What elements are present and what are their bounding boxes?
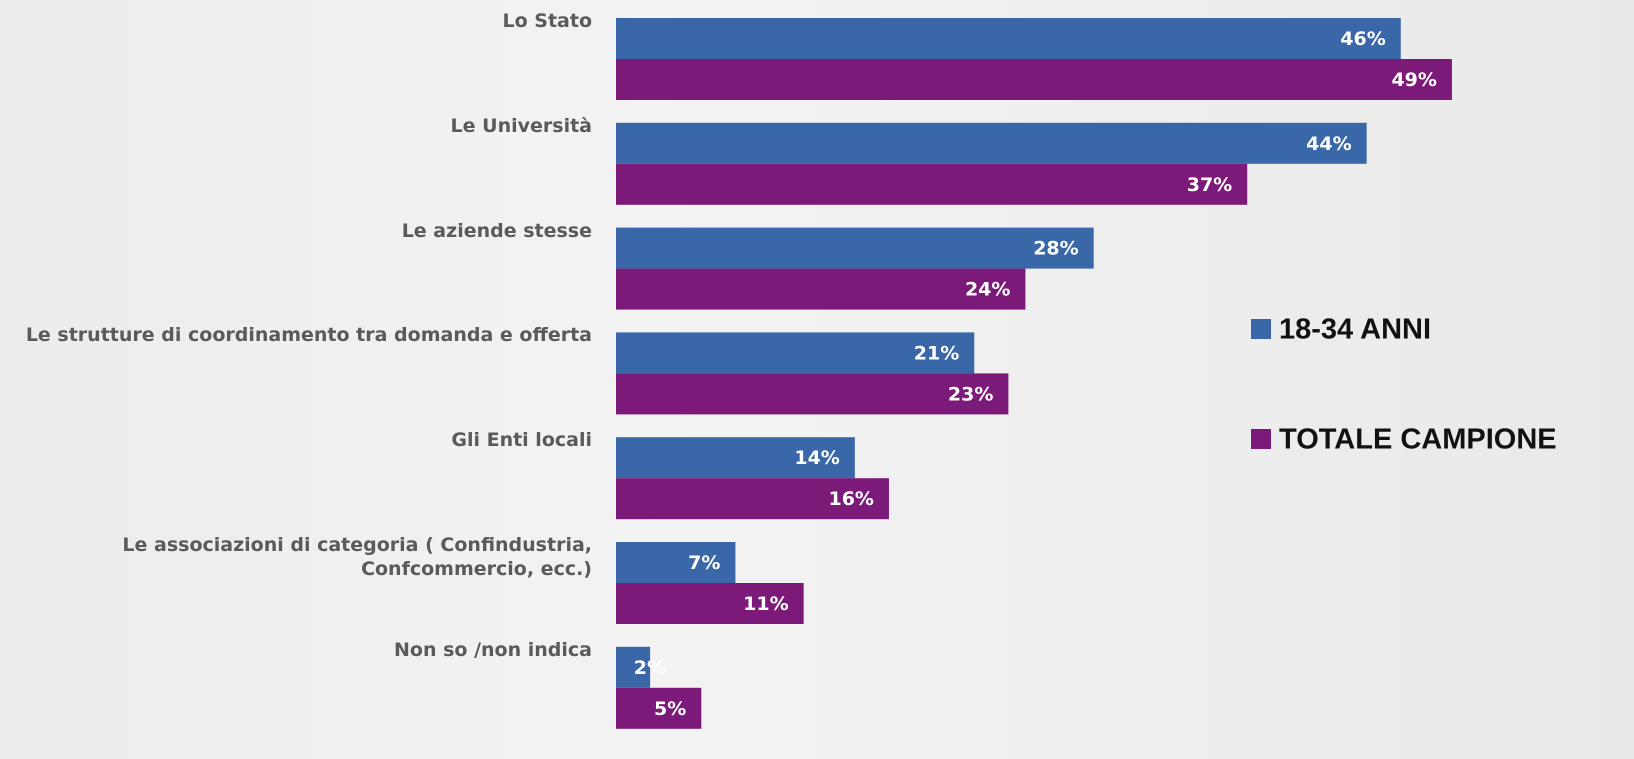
category-label: Gli Enti locali [451, 429, 592, 452]
value-label: 7% [688, 552, 720, 574]
legend-swatch [1251, 429, 1271, 449]
value-label: 37% [1187, 174, 1232, 196]
legend-swatch [1251, 319, 1271, 339]
bar [616, 373, 1009, 415]
bar [616, 332, 975, 374]
bar [616, 646, 651, 688]
value-label: 28% [1033, 238, 1078, 260]
bar [616, 437, 855, 479]
bar [616, 542, 736, 583]
legend-label: TOTALE CAMPIONE [1279, 424, 1557, 456]
value-label: 23% [948, 383, 993, 405]
value-label: 16% [828, 488, 873, 510]
bar [616, 163, 1248, 205]
legend-label: 18-34 ANNI [1279, 314, 1431, 346]
bar [616, 227, 1094, 269]
value-label: 21% [914, 342, 959, 364]
category-label: Le associazioni di categoria ( Confindus… [122, 534, 592, 580]
bar [616, 583, 804, 624]
category-label: Le Università [450, 114, 592, 137]
category-label: Lo Stato [502, 10, 593, 32]
value-label: 14% [794, 447, 839, 469]
value-label: 11% [743, 593, 788, 615]
value-label: 46% [1340, 28, 1385, 50]
category-label: Le strutture di coordinamento tra domand… [25, 324, 592, 347]
value-label: 24% [965, 279, 1010, 301]
bar [616, 18, 1401, 59]
bar [616, 478, 889, 520]
bar [616, 268, 1026, 310]
value-label: 44% [1306, 133, 1351, 155]
bar [616, 122, 1367, 164]
bar [616, 687, 702, 729]
value-label: 5% [654, 698, 686, 720]
bar [616, 59, 1452, 100]
category-label: Le aziende stesse [401, 219, 592, 242]
value-label: 49% [1391, 69, 1436, 91]
value-label: 2% [634, 657, 666, 679]
category-label: Non so /non indica [394, 638, 592, 661]
